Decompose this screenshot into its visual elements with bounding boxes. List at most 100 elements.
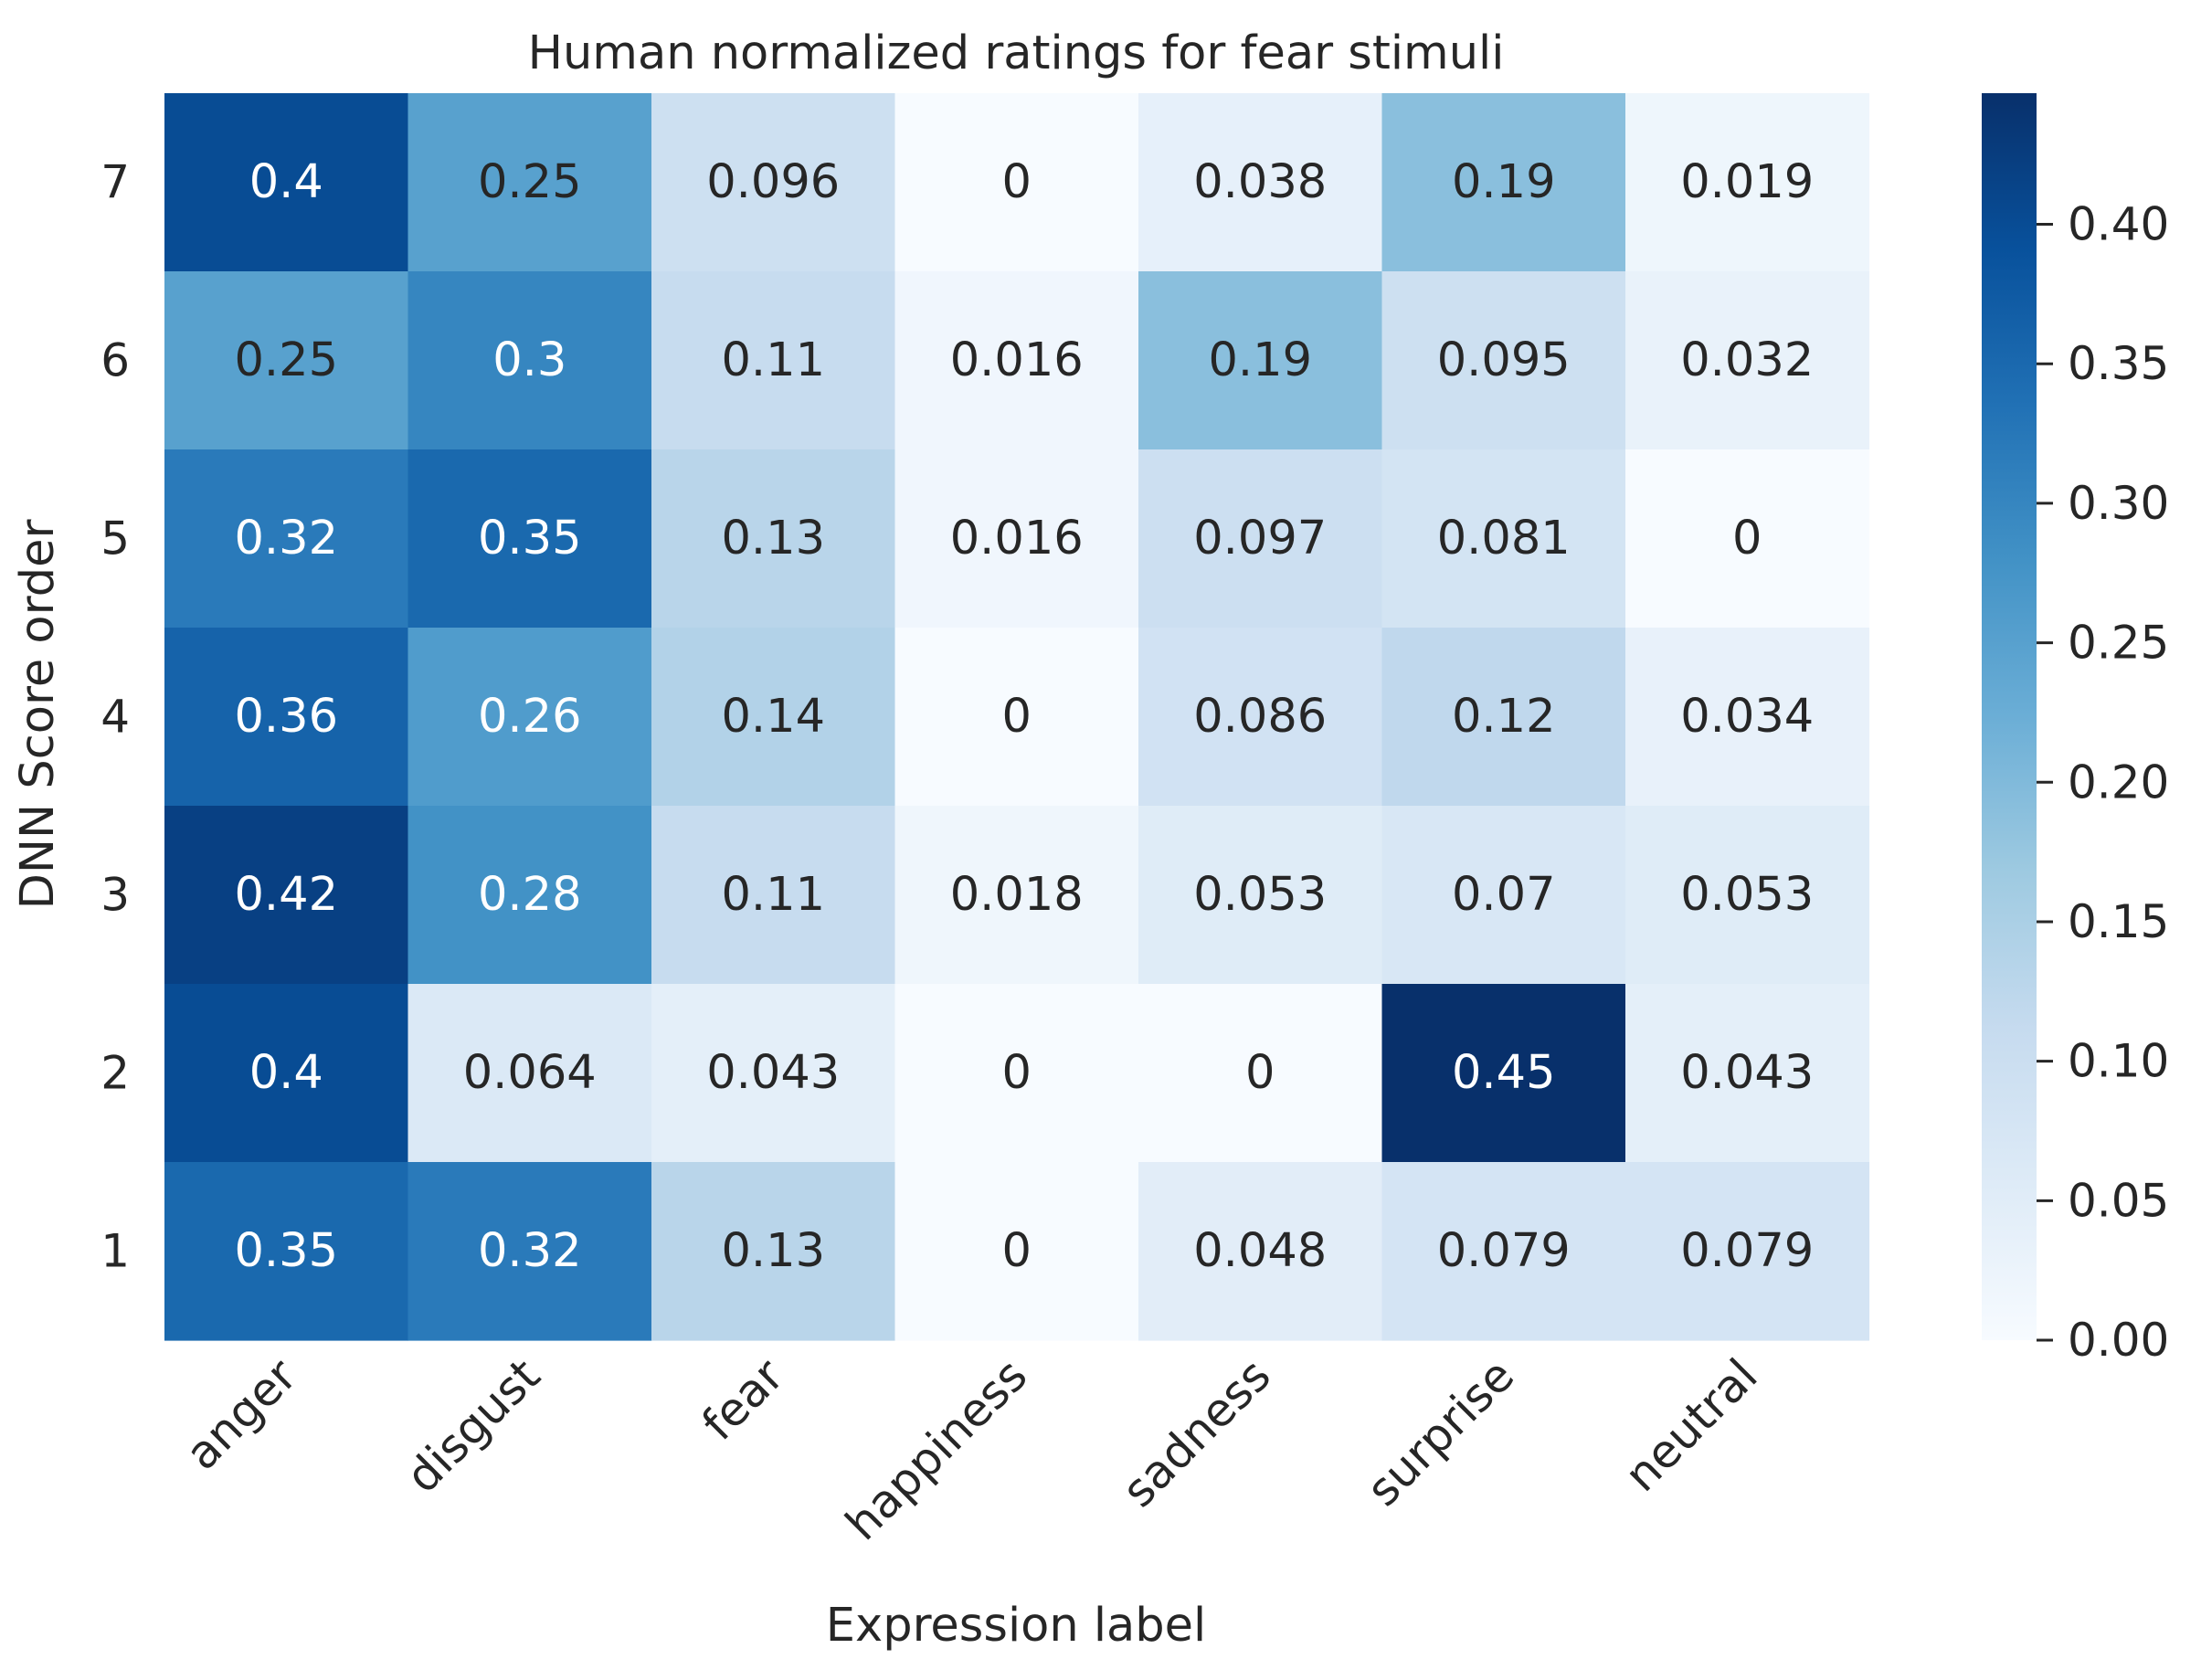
heatmap-cell: [407, 628, 652, 807]
heatmap-cell: [1138, 271, 1383, 450]
heatmap-cell-value: 0.07: [1452, 868, 1556, 922]
heatmap-cell: [651, 984, 896, 1163]
heatmap-cell-value: 0.32: [478, 1224, 582, 1278]
heatmap-cell: [1625, 449, 1870, 629]
x-tick-label: sadness: [1112, 1348, 1281, 1517]
heatmap-cell-value: 0.42: [234, 868, 338, 922]
colorbar-tick-label: 0.15: [2068, 895, 2169, 948]
colorbar-tick-label: 0.05: [2068, 1174, 2169, 1227]
heatmap-cell: [164, 449, 409, 629]
heatmap-cell-value: 0.043: [706, 1046, 840, 1100]
heatmap-cell-value: 0.081: [1437, 512, 1571, 565]
heatmap-cell: [1138, 984, 1383, 1163]
heatmap-cell-value: 0.053: [1193, 868, 1327, 922]
heatmap-cell: [651, 628, 896, 807]
heatmap-cell: [407, 93, 652, 272]
heatmap-cell: [1625, 93, 1870, 272]
heatmap-cell-value: 0.26: [478, 690, 582, 744]
heatmap-cell-value: 0.4: [249, 155, 323, 209]
heatmap-cell: [1138, 93, 1383, 272]
heatmap-cell: [894, 806, 1139, 985]
heatmap-cell: [894, 271, 1139, 450]
x-tick-label: anger: [175, 1348, 307, 1480]
x-tick-label: disgust: [396, 1348, 550, 1503]
colorbar-tick-label: 0.40: [2068, 198, 2169, 251]
heatmap-cell: [1381, 93, 1626, 272]
heatmap-cell: [651, 806, 896, 985]
heatmap-cell: [1381, 1162, 1626, 1341]
x-tick-label: happiness: [835, 1348, 1037, 1550]
heatmap-cell: [1625, 1162, 1870, 1341]
heatmap-cell-value: 0: [1002, 1224, 1032, 1278]
heatmap-cell: [164, 1162, 409, 1341]
heatmap-cell-value: 0.36: [234, 690, 338, 744]
heatmap-cell: [1625, 806, 1870, 985]
heatmap-cell: [1381, 984, 1626, 1163]
heatmap-cell-value: 0.096: [706, 155, 840, 209]
y-tick-label: 1: [101, 1225, 130, 1278]
heatmap-cell-value: 0.13: [721, 512, 825, 565]
heatmap-cell-value: 0.11: [721, 868, 825, 922]
y-tick-label: 3: [101, 869, 130, 922]
heatmap-cell: [1138, 628, 1383, 807]
heatmap-cell: [1138, 806, 1383, 985]
x-tick-label: fear: [692, 1348, 794, 1451]
heatmap-cell-value: 0.048: [1193, 1224, 1327, 1278]
heatmap-cell: [1138, 1162, 1383, 1341]
heatmap-cell-value: 0: [1002, 690, 1032, 744]
heatmap-cell: [1381, 628, 1626, 807]
heatmap-cell: [164, 806, 409, 985]
heatmap-cell-value: 0.016: [950, 512, 1084, 565]
colorbar-tick-label: 0.25: [2068, 617, 2169, 670]
heatmap-cell-value: 0.018: [950, 868, 1084, 922]
heatmap-cell-value: 0.016: [950, 333, 1084, 387]
heatmap-cell: [1625, 271, 1870, 450]
colorbar-gradient: [1982, 93, 2037, 1340]
heatmap-cell-value: 0.25: [234, 333, 338, 387]
heatmap-cell-value: 0.19: [1208, 333, 1312, 387]
heatmap-cell-value: 0.35: [234, 1224, 338, 1278]
heatmap-cell-value: 0.079: [1437, 1224, 1571, 1278]
heatmap-cell: [407, 449, 652, 629]
heatmap-cell-value: 0: [1245, 1046, 1275, 1100]
colorbar-tick-label: 0.35: [2068, 337, 2169, 390]
heatmap-cell-value: 0.053: [1680, 868, 1814, 922]
heatmap-cell-value: 0.097: [1193, 512, 1327, 565]
colorbar-tick-label: 0.10: [2068, 1035, 2169, 1088]
heatmap-cell-value: 0.019: [1680, 155, 1814, 209]
heatmap-cell: [1138, 449, 1383, 629]
heatmap-cell: [651, 1162, 896, 1341]
heatmap-cell: [1381, 271, 1626, 450]
heatmap-cell: [1381, 449, 1626, 629]
heatmap-cell: [651, 93, 896, 272]
colorbar: 0.00 0.05 0.10 0.15 0.20 0.25 0.30 0.35 0.40: [1982, 93, 2169, 1367]
heatmap-cell: [164, 984, 409, 1163]
heatmap-cell: [894, 449, 1139, 629]
heatmap-cell-value: 0.19: [1452, 155, 1556, 209]
heatmap-cell: [407, 984, 652, 1163]
heatmap-cell: [407, 806, 652, 985]
heatmap-cell: [894, 93, 1139, 272]
heatmap-cell-value: 0.095: [1437, 333, 1571, 387]
x-axis-label: Expression label: [826, 1599, 1206, 1653]
heatmap-cell-value: 0.079: [1680, 1224, 1814, 1278]
y-tick-label: 7: [101, 156, 130, 209]
heatmap-cell-value: 0.13: [721, 1224, 825, 1278]
heatmap-cell: [164, 271, 409, 450]
heatmap-cell: [651, 271, 896, 450]
colorbar-tick-label: 0.00: [2068, 1314, 2169, 1367]
y-tick-labels: 7 6 5 4 3 2 1: [101, 156, 130, 1278]
colorbar-tick-label: 0.30: [2068, 477, 2169, 530]
y-tick-label: 2: [101, 1047, 130, 1100]
heatmap-cell-value: 0.086: [1193, 690, 1327, 744]
heatmap-cell: [894, 984, 1139, 1163]
heatmap-cell-value: 0.3: [492, 333, 566, 387]
y-axis-label: DNN Score order: [11, 520, 65, 910]
heatmap-cell-value: 0.034: [1680, 690, 1814, 744]
heatmap-cell-value: 0.45: [1452, 1046, 1556, 1100]
heatmap-cell: [407, 271, 652, 450]
heatmap-cell-value: 0.064: [463, 1046, 597, 1100]
heatmap-cell-value: 0.038: [1193, 155, 1327, 209]
